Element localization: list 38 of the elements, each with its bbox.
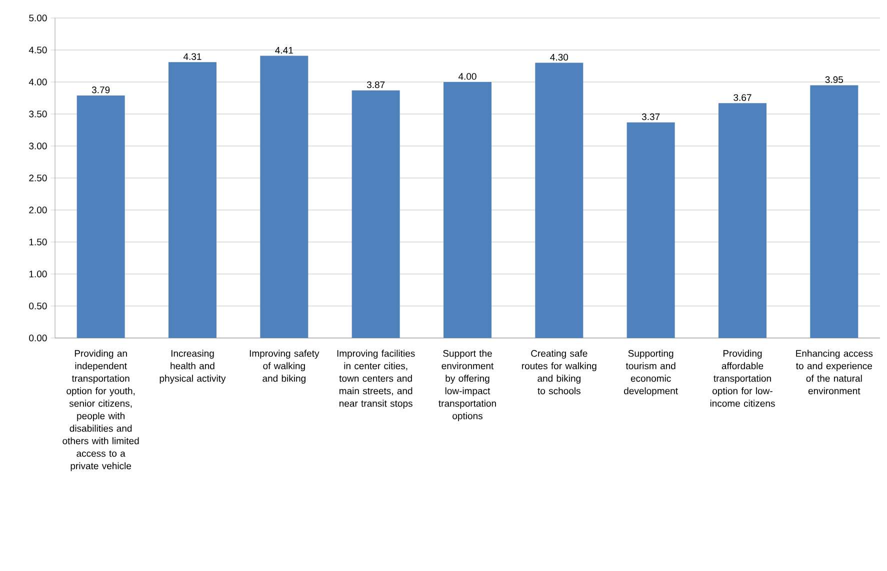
bar	[626, 122, 675, 338]
x-tick-label: Supporting tourism and economic development	[624, 350, 678, 396]
y-tick-label: 0.50	[29, 302, 47, 310]
bar	[810, 85, 858, 338]
data-label: 4.31	[183, 53, 202, 60]
data-label: 3.37	[642, 113, 660, 120]
y-tick-label: 2.00	[29, 206, 47, 214]
x-tick-label: Support the environment by offering low-impact transportation options	[438, 350, 496, 422]
y-tick-label: 5.00	[29, 14, 47, 22]
data-label: 3.67	[734, 94, 752, 101]
bar	[535, 62, 584, 338]
bar	[168, 62, 216, 338]
y-tick-label: 1.50	[29, 238, 47, 246]
x-tick-label: Enhancing access to and experience of the natural environment	[796, 350, 873, 394]
data-label: 3.87	[366, 81, 385, 88]
bar	[260, 56, 308, 338]
y-tick-label: 2.50	[29, 174, 47, 182]
bar	[352, 90, 400, 338]
data-label: 4.00	[458, 73, 476, 80]
x-tick-label: Creating safe routes for walking and biking to schools	[522, 350, 596, 394]
x-tick-label: Improving facilities in center cities, town centers and main streets, and near transit stops	[337, 350, 415, 409]
bar	[76, 95, 125, 338]
data-label: 4.41	[275, 47, 293, 54]
bar	[718, 103, 766, 338]
x-tick-label: Providing affordable transportation option for low-income citizens	[710, 350, 775, 407]
y-tick-label: 4.50	[28, 46, 47, 54]
y-tick-label: 0.00	[29, 334, 47, 342]
data-label: 4.30	[550, 54, 568, 61]
y-tick-label: 4.00	[28, 78, 47, 86]
data-label: 3.95	[825, 76, 844, 83]
category-label: Providing an independent transportation option for youth, senior citizens, people with disabilities and others with limited access to a private vehicle	[62, 350, 139, 472]
y-tick-label: 1.00	[29, 270, 47, 278]
y-tick-label: 3.00	[29, 142, 47, 150]
bar	[444, 82, 492, 338]
x-tick-label: Improving safety of walking and biking	[250, 350, 320, 384]
x-tick-label: Increasing health and physical activity	[160, 350, 226, 384]
y-tick-label: 3.50	[29, 110, 47, 118]
data-label: 3.79	[92, 86, 110, 94]
